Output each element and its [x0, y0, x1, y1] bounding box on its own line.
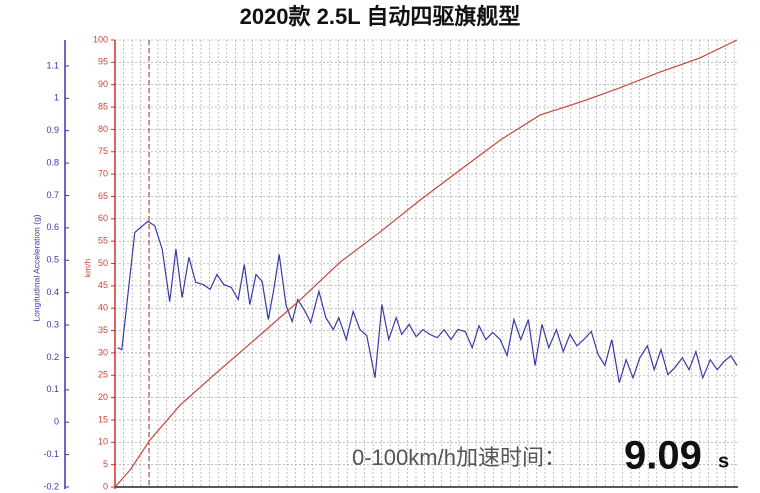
y2-tick-label: 75 [98, 146, 108, 156]
y-tick-label: 1 [54, 93, 59, 103]
series-line [114, 39, 738, 488]
y-tick-label: -0.2 [43, 481, 59, 491]
y2-tick-label: 55 [98, 236, 108, 246]
y-tick-label: 0 [54, 417, 59, 427]
y2-tick-label: 85 [98, 101, 108, 111]
y2-tick-label: 20 [98, 392, 108, 402]
y-axis-label: Longitudinal Acceleration (g) [31, 214, 41, 321]
y-tick-label: 0.9 [46, 125, 59, 135]
series-line [117, 220, 738, 383]
y2-tick-label: 95 [98, 57, 108, 67]
y-tick-label: 0.8 [46, 157, 59, 167]
annotation-label: 0-100km/h加速时间： [352, 445, 566, 470]
y2-tick-label: 25 [98, 370, 108, 380]
y-tick-label: 0.6 [46, 222, 59, 232]
y-tick-label: 0.5 [46, 255, 59, 265]
y-tick-label: 0.2 [46, 352, 59, 362]
y-tick-label: 0.4 [46, 287, 59, 297]
y2-tick-label: 35 [98, 325, 108, 335]
y2-tick-label: 10 [98, 437, 108, 447]
y2-tick-label: 45 [98, 280, 108, 290]
y-tick-label: 1.1 [46, 60, 59, 70]
y2-tick-label: 40 [98, 303, 108, 313]
y-tick-label: 0.3 [46, 319, 59, 329]
y-tick-label: 0.7 [46, 190, 59, 200]
chart-title: 2020款 2.5L 自动四驱旗舰型 [240, 4, 521, 29]
y2-tick-label: 90 [98, 79, 108, 89]
y2-tick-label: 5 [103, 459, 108, 469]
annotation-unit: s [718, 450, 729, 472]
y2-tick-label: 80 [98, 124, 108, 134]
y2-tick-label: 0 [103, 481, 108, 491]
y-tick-label: -0.1 [43, 449, 59, 459]
y2-tick-label: 15 [98, 414, 108, 424]
y2-tick-label: 70 [98, 168, 108, 178]
y-tick-label: 0.1 [46, 384, 59, 394]
y2-tick-label: 65 [98, 191, 108, 201]
y2-tick-label: 50 [98, 258, 108, 268]
annotation-value: 9.09 [624, 434, 702, 478]
y2-tick-label: 30 [98, 347, 108, 357]
y2-axis-label: km/h [82, 259, 92, 278]
grid [115, 39, 737, 488]
y2-tick-label: 60 [98, 213, 108, 223]
y2-tick-label: 100 [93, 34, 108, 44]
